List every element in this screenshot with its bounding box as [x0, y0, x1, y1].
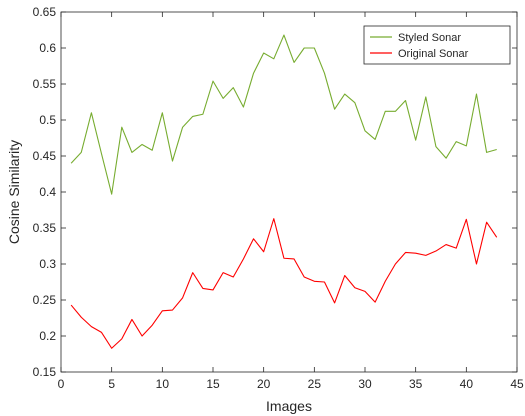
series-layer — [70, 34, 498, 349]
y-tick-label: 0.65 — [33, 5, 57, 19]
x-tick-label: 20 — [257, 377, 271, 391]
y-axis-label: Cosine Similarity — [6, 140, 22, 244]
legend-box — [363, 25, 511, 65]
plot-background — [61, 12, 517, 372]
y-tick-label: 0.45 — [33, 149, 57, 163]
legend-label: Styled Sonar — [398, 32, 461, 44]
x-tick-label: 25 — [308, 377, 322, 391]
y-tick-label: 0.15 — [33, 365, 57, 379]
legend-label: Original Sonar — [398, 48, 469, 60]
y-tick-label: 0.6 — [39, 41, 56, 55]
x-tick-label: 30 — [358, 377, 372, 391]
y-tick-label: 0.5 — [39, 113, 56, 127]
plot-area — [61, 12, 517, 372]
x-tick-label: 10 — [156, 377, 170, 391]
y-tick-label: 0.2 — [39, 329, 56, 343]
x-axis-label: Images — [266, 398, 312, 414]
series-line-original-sonar — [70, 218, 498, 349]
y-tick-label: 0.25 — [33, 293, 57, 307]
y-tick-label: 0.4 — [39, 185, 56, 199]
series-line-styled-sonar — [70, 34, 497, 195]
x-tick-label: 15 — [206, 377, 220, 391]
y-axis-ticks: 0.15 0.2 0.25 0.3 0.35 0.4 0.45 0.5 0.55 0.6 0.65 — [33, 5, 517, 379]
y-tick-label: 0.35 — [33, 221, 57, 235]
x-tick-label: 45 — [510, 377, 524, 391]
y-tick-label: 0.55 — [33, 77, 57, 91]
x-tick-label: 0 — [58, 377, 65, 391]
legend: Styled Sonar Original Sonar — [363, 25, 511, 65]
x-tick-label: 5 — [108, 377, 115, 391]
x-axis-ticks: 0 5 10 15 20 25 30 35 40 45 — [58, 12, 524, 391]
x-tick-label: 40 — [460, 377, 474, 391]
x-tick-label: 35 — [409, 377, 423, 391]
y-tick-label: 0.3 — [39, 257, 56, 271]
